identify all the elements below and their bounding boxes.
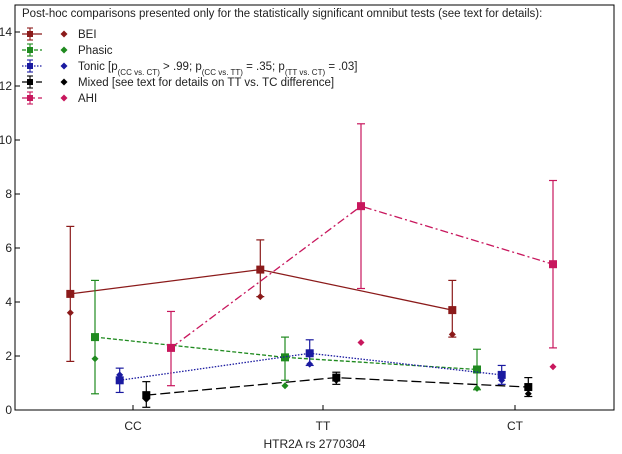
series-line — [170, 205, 554, 349]
x-tick-label: CC — [124, 419, 142, 433]
median-marker — [116, 371, 124, 379]
x-tick-label: TT — [316, 419, 331, 433]
median-marker — [66, 309, 74, 317]
mean-marker — [281, 353, 289, 362]
median-marker — [498, 376, 506, 384]
y-tick-label: 8 — [5, 187, 12, 201]
mean-marker — [524, 383, 533, 392]
median-marker — [357, 339, 365, 346]
legend-label: AHI — [78, 93, 97, 105]
y-tick-label: 6 — [5, 241, 12, 255]
legend-item: AHI — [22, 91, 97, 105]
plot-area: 0 2 4 6 8 10 12 14 CC TT CT — [0, 4, 615, 433]
median-marker — [91, 355, 99, 363]
median-marker — [448, 330, 456, 338]
legend-item: Tonic [p(CC vs. CT) > .99; p(CC vs. TT) … — [22, 59, 357, 77]
y-tick-label: 10 — [0, 133, 12, 147]
legend-mean-marker — [27, 63, 33, 69]
legend-label: Phasic — [78, 45, 113, 57]
legend-item: BEI — [22, 27, 97, 41]
legend-median-marker — [60, 46, 68, 54]
mean-marker — [357, 202, 365, 211]
median-marker — [256, 293, 264, 301]
y-tick-label: 12 — [0, 79, 12, 93]
median-marker — [167, 344, 175, 352]
y-tick-label: 0 — [5, 403, 12, 417]
series-line — [94, 336, 478, 371]
series-line — [70, 268, 453, 311]
y-tick-label: 4 — [5, 295, 12, 309]
y-tick-label: 14 — [0, 25, 12, 39]
mean-marker — [305, 349, 314, 358]
median-marker — [549, 363, 557, 371]
mean-marker — [256, 265, 265, 274]
legend: Post-hoc comparisons presented only for … — [22, 8, 542, 105]
legend-item: Mixed [see text for details on TT vs. TC… — [22, 75, 334, 89]
legend-label: BEI — [78, 29, 97, 41]
mean-marker — [142, 391, 151, 400]
series-layer — [66, 123, 557, 408]
legend-label: Tonic [p(CC vs. CT) > .99; p(CC vs. TT) … — [78, 61, 357, 77]
legend-mean-marker — [27, 79, 33, 85]
x-tick-label: CT — [507, 419, 524, 433]
legend-median-marker — [60, 94, 68, 102]
legend-header: Post-hoc comparisons presented only for … — [22, 8, 542, 20]
legend-median-marker — [60, 62, 68, 70]
legend-median-marker — [60, 78, 68, 86]
legend-label: Mixed [see text for details on TT vs. TC… — [78, 77, 334, 89]
mean-marker — [115, 376, 124, 385]
median-marker — [281, 382, 289, 390]
series-ahi — [167, 123, 557, 387]
median-marker — [473, 384, 481, 392]
x-axis-label: HTR2A rs 2770304 — [263, 437, 365, 451]
series-phasic — [91, 279, 481, 395]
legend-mean-marker — [27, 31, 33, 37]
median-marker — [306, 360, 314, 368]
y-tick-label: 2 — [5, 349, 12, 363]
series-mixed — [142, 371, 533, 408]
series-bei — [66, 225, 457, 362]
legend-mean-marker — [27, 47, 33, 53]
plot-frame — [14, 4, 615, 411]
mean-marker — [448, 306, 457, 315]
mean-marker — [473, 365, 481, 374]
mean-marker — [497, 370, 506, 379]
mean-marker — [91, 333, 99, 342]
mean-marker — [549, 260, 557, 269]
median-marker — [142, 395, 150, 403]
series-line — [119, 352, 502, 381]
mean-marker — [66, 289, 75, 298]
median-marker — [332, 376, 340, 384]
legend-median-marker — [60, 30, 68, 38]
legend-item: Phasic — [22, 43, 113, 57]
median-marker — [524, 390, 532, 398]
legend-mean-marker — [27, 95, 33, 101]
series-tonic — [115, 339, 506, 394]
